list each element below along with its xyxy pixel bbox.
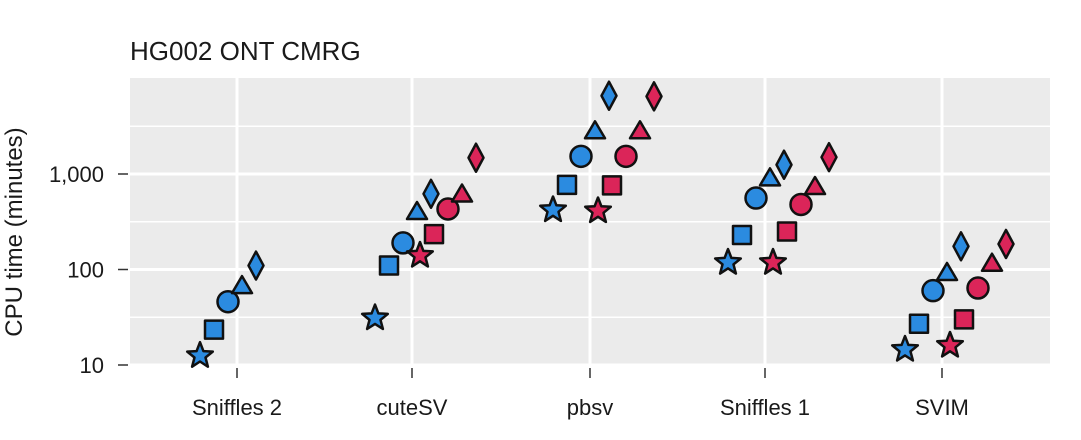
circle-marker <box>614 144 638 169</box>
diamond-marker <box>467 142 485 173</box>
x-axis: Sniffles 2 cuteSV pbsv Sniffles 1 SVIM <box>192 368 969 420</box>
triangle-marker <box>935 261 959 282</box>
x-tick-label: cuteSV <box>377 395 448 420</box>
triangle-marker <box>583 120 607 140</box>
triangle-marker <box>803 175 827 196</box>
y-axis: 10 100 1,000 <box>49 162 128 378</box>
diamond-marker <box>775 149 793 180</box>
star-marker <box>758 247 788 275</box>
square-marker <box>423 223 445 245</box>
circle-marker <box>436 197 460 221</box>
circle-marker <box>966 276 990 300</box>
diamond-marker <box>952 231 970 262</box>
circle-marker <box>789 192 813 217</box>
y-tick-label: 100 <box>67 258 104 283</box>
diamond-marker <box>422 178 440 210</box>
square-marker <box>378 255 400 276</box>
triangle-marker <box>758 167 782 187</box>
x-tick-label: Sniffles 1 <box>720 395 810 420</box>
diamond-marker <box>820 141 838 173</box>
circle-marker <box>216 289 240 314</box>
triangle-marker <box>450 183 474 203</box>
circle-marker <box>921 278 945 303</box>
diamond-marker <box>645 81 663 112</box>
square-marker <box>731 224 753 246</box>
star-marker <box>583 196 613 224</box>
triangle-marker <box>405 200 429 221</box>
triangle-marker <box>230 274 254 295</box>
y-tick-label: 1,000 <box>49 162 104 187</box>
star-marker <box>935 330 965 358</box>
circle-marker <box>744 186 768 210</box>
square-marker <box>908 313 930 335</box>
y-axis-label: CPU time (minutes) <box>1 127 28 336</box>
chart-title: HG002 ONT CMRG <box>130 36 361 66</box>
circle-marker <box>391 231 415 255</box>
triangle-marker <box>980 252 1004 272</box>
diamond-marker <box>600 80 618 111</box>
star-marker <box>360 303 390 331</box>
triangle-marker <box>628 120 652 140</box>
y-tick-label: 10 <box>80 353 104 378</box>
star-marker <box>538 195 568 223</box>
square-marker <box>601 175 623 196</box>
star-marker <box>713 247 743 275</box>
square-marker <box>556 174 578 196</box>
star-marker <box>405 240 435 268</box>
star-marker <box>890 334 920 362</box>
circle-marker <box>569 144 593 169</box>
diamond-marker <box>247 250 265 281</box>
square-marker <box>203 319 225 340</box>
diamond-marker <box>997 228 1015 260</box>
star-marker <box>185 340 215 368</box>
square-marker <box>776 221 798 242</box>
x-tick-label: SVIM <box>915 395 969 420</box>
square-marker <box>953 309 975 330</box>
x-tick-label: Sniffles 2 <box>192 395 282 420</box>
data-points <box>185 80 1015 368</box>
x-tick-label: pbsv <box>567 395 613 420</box>
